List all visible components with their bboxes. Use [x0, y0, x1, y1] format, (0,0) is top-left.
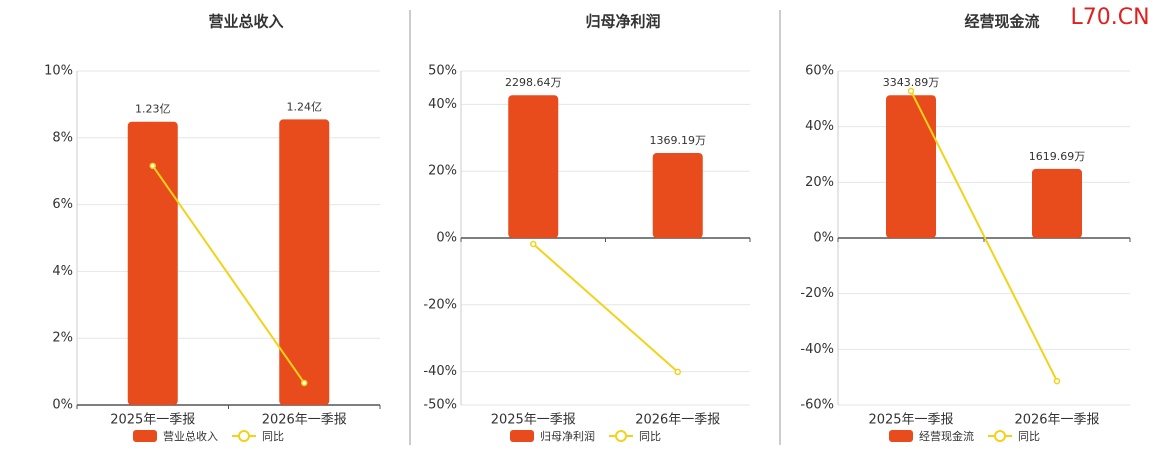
legend-label: 同比: [639, 430, 661, 443]
y-tick-label: -60%: [800, 398, 834, 413]
legend-label: 同比: [262, 430, 284, 443]
x-tick-label: 2025年一季报: [868, 413, 953, 428]
x-tick-label: 2026年一季报: [262, 413, 347, 428]
x-tick-label: 2025年一季报: [110, 413, 195, 428]
y-tick-label: 2%: [52, 331, 73, 346]
legend-swatch: [238, 430, 250, 442]
line: [151, 165, 306, 384]
chart-title: 归母净利润: [585, 13, 660, 31]
x-tick-label: 2025年一季报: [491, 413, 576, 428]
legend-swatch: [994, 430, 1006, 442]
legend-swatch: [889, 430, 913, 442]
point: [301, 379, 308, 387]
y-tick-label: 40%: [428, 97, 457, 112]
chart-title: 经营现金流: [964, 13, 1039, 31]
point: [530, 240, 537, 248]
y-tick-label: 20%: [805, 175, 834, 190]
y-tick-label: -20%: [800, 286, 834, 301]
point: [1053, 377, 1061, 385]
data-label: 1369.19万: [650, 134, 707, 147]
data-label: 1.23亿: [135, 103, 171, 116]
legend-swatch: [133, 430, 157, 442]
y-tick-label: 6%: [52, 197, 73, 212]
legend-label: 归母净利润: [540, 429, 595, 443]
point: [674, 368, 681, 376]
y-tick-label: -40%: [800, 342, 834, 357]
y-tick-label: 50%: [428, 64, 457, 79]
x-tick-label: 2026年一季报: [1014, 413, 1099, 428]
bar: [652, 152, 703, 238]
bar: [127, 121, 178, 406]
line: [532, 243, 679, 373]
y-tick-label: -50%: [423, 398, 457, 413]
line: [910, 90, 1058, 382]
x-tick-label: 2026年一季报: [635, 413, 720, 428]
legend-swatch: [615, 430, 627, 442]
bar: [1032, 168, 1082, 238]
chart-title: 营业总收入: [208, 13, 283, 31]
watermark: L70.CN: [1070, 5, 1149, 30]
y-tick-label: 8%: [52, 130, 73, 145]
data-label: 2298.64万: [505, 76, 562, 89]
legend-label: 营业总收入: [163, 429, 218, 443]
y-tick-label: 20%: [428, 164, 457, 179]
bar: [508, 95, 559, 238]
y-tick-label: 0%: [52, 398, 73, 413]
legend-swatch: [510, 430, 534, 442]
legend-label: 同比: [1018, 430, 1040, 443]
y-tick-label: 40%: [805, 119, 834, 134]
y-tick-label: 0%: [436, 231, 457, 246]
legend-label: 经营现金流: [919, 429, 974, 443]
data-label: 1.24亿: [287, 100, 323, 113]
y-tick-label: -40%: [423, 364, 457, 379]
point: [149, 162, 156, 170]
y-tick-label: 60%: [805, 64, 834, 79]
data-label: 3343.89万: [883, 76, 940, 89]
y-tick-label: -20%: [423, 297, 457, 312]
data-label: 1619.69万: [1029, 150, 1086, 163]
bar: [886, 95, 936, 238]
y-tick-label: 0%: [813, 231, 834, 246]
y-tick-label: 10%: [44, 64, 73, 79]
y-tick-label: 4%: [52, 264, 73, 279]
bar: [279, 119, 330, 406]
point: [907, 87, 915, 95]
